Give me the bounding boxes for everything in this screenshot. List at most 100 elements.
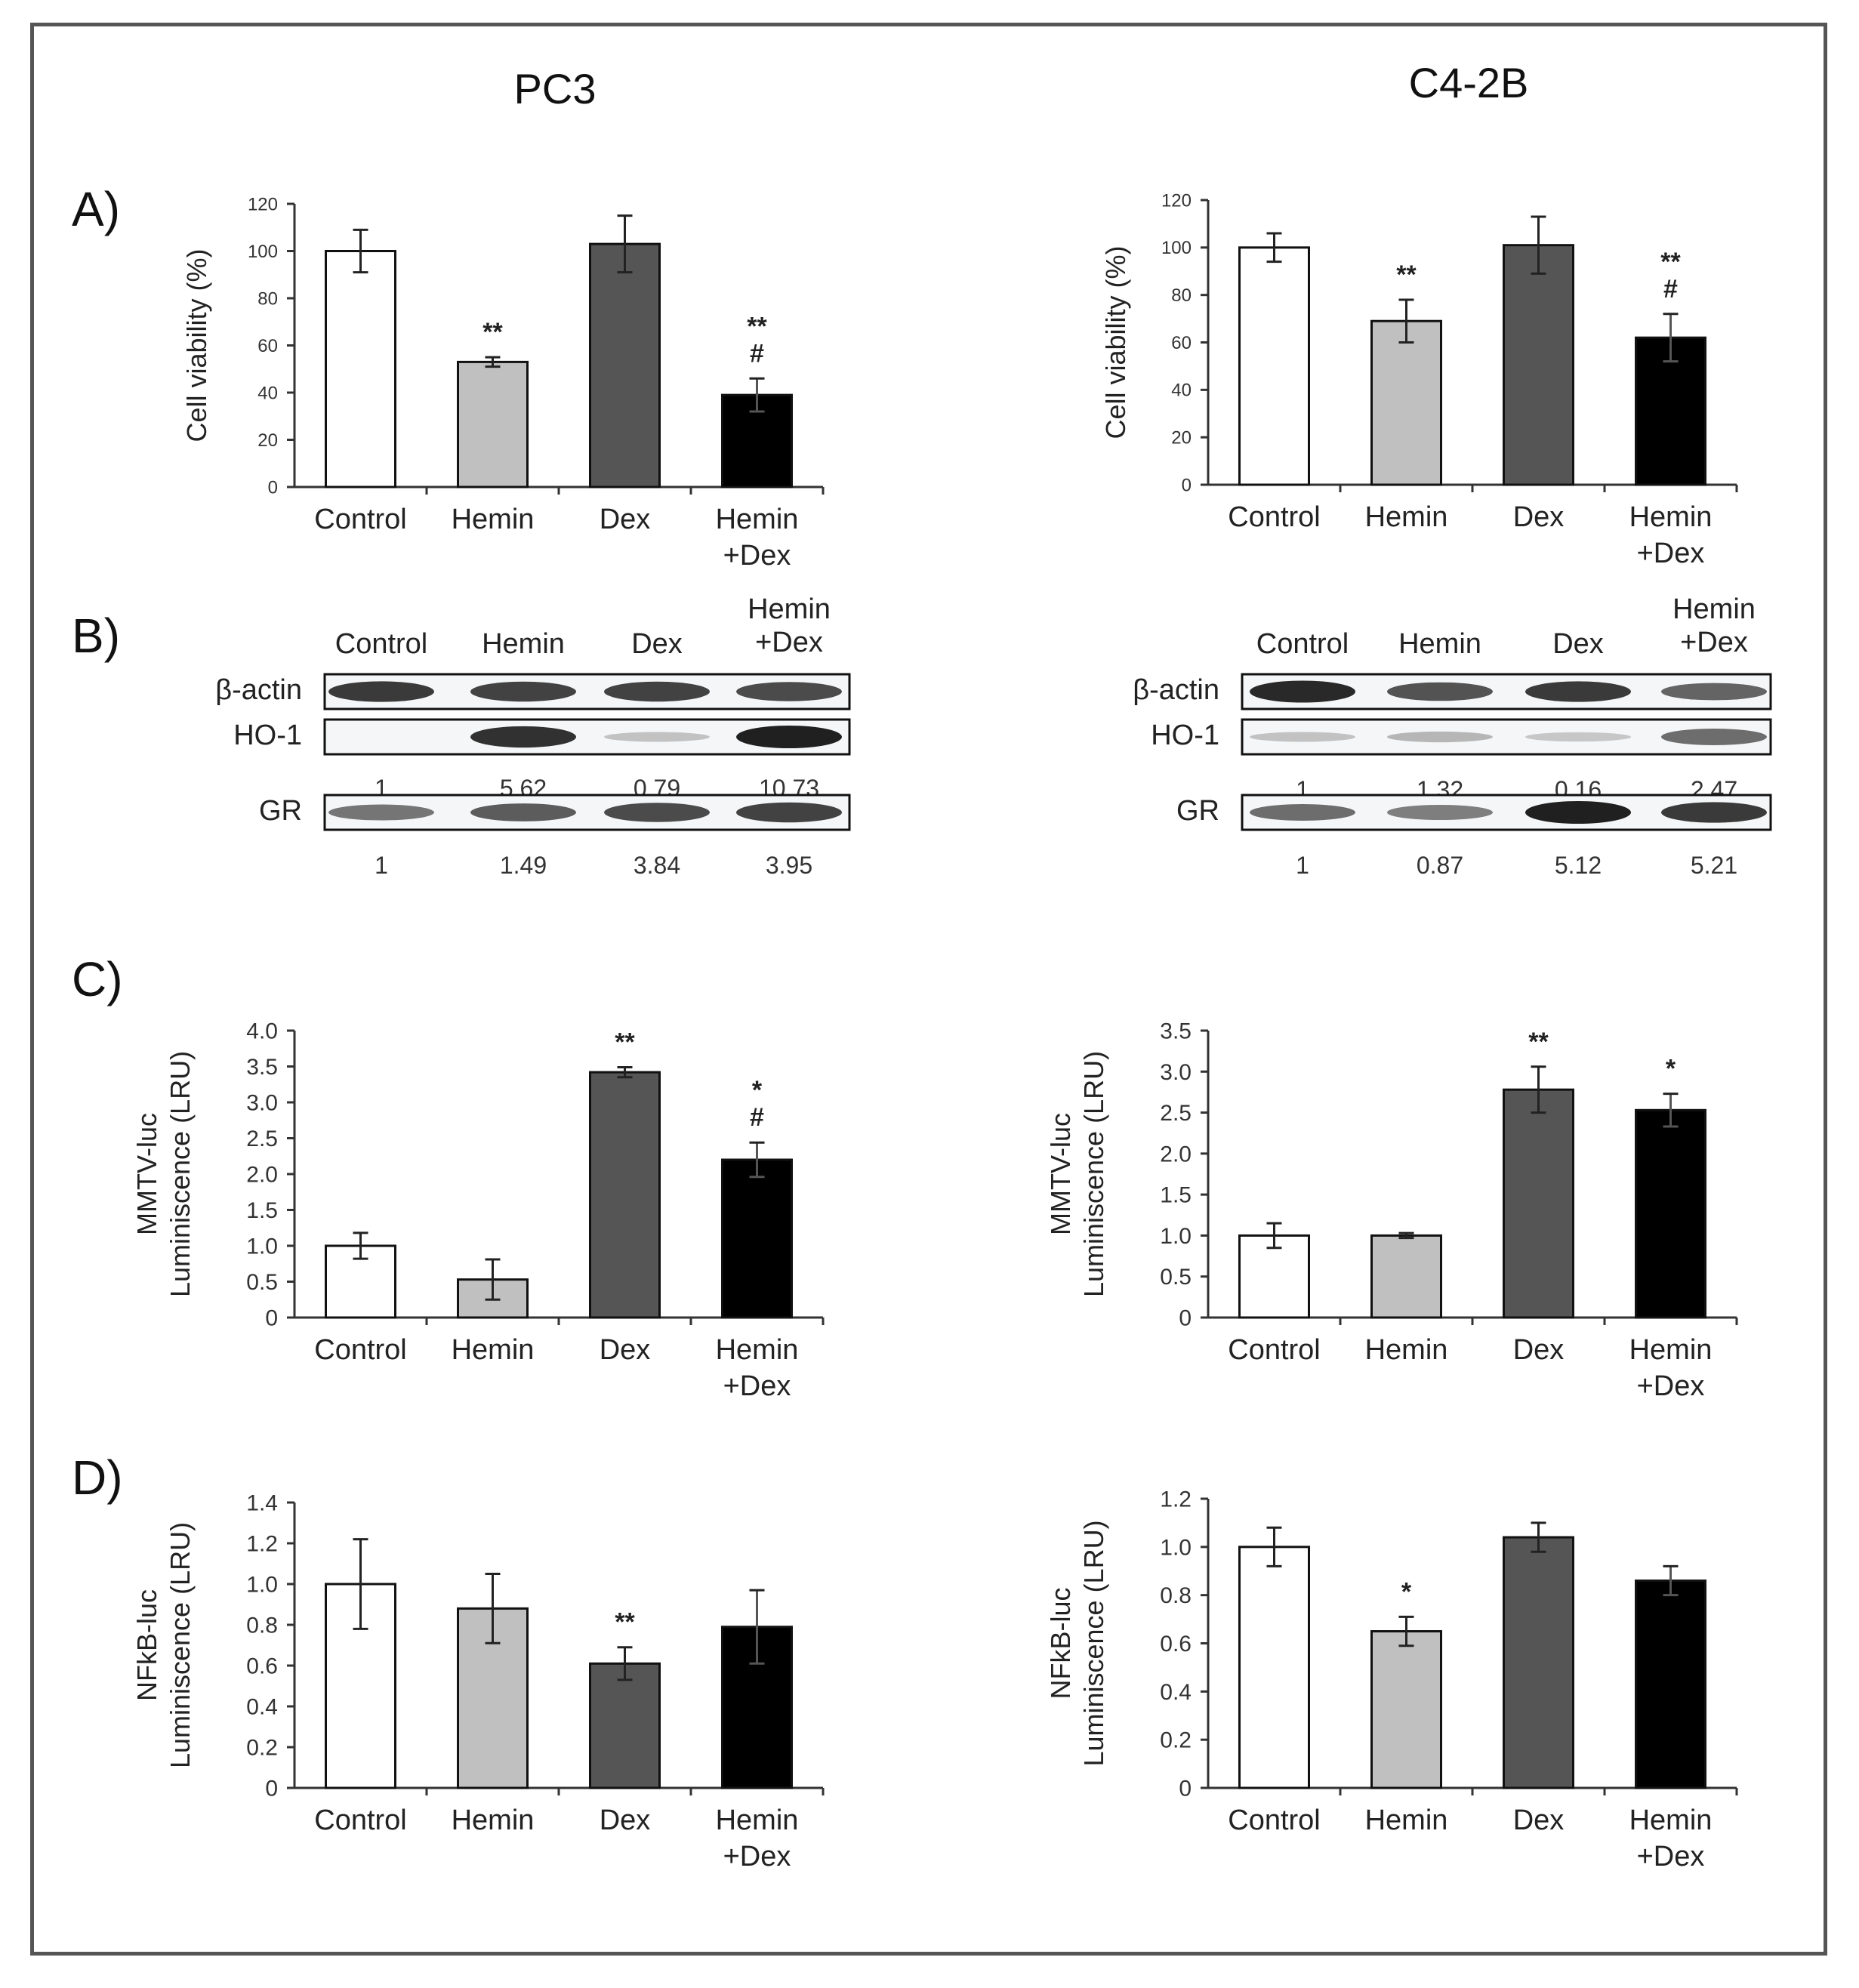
blot-band [604, 803, 710, 822]
category-label: +Dex [723, 1370, 791, 1402]
lane-header: +Dex [755, 627, 823, 658]
category-label: Hemin [1365, 1334, 1448, 1366]
y-tick-label: 40 [257, 383, 278, 403]
y-tick-label: 0.5 [246, 1270, 278, 1295]
band-quantification: 0.87 [1417, 852, 1463, 879]
y-tick-label: 120 [248, 194, 278, 214]
figure-frame: PC3 C4-2B A) B) C) D) 0 20 40 60 80 100 120 Cel… [30, 23, 1827, 1956]
y-axis-label: NFkB-lucLuminiscence (LRU) [1045, 1520, 1109, 1766]
category-label: Hemin [1629, 1805, 1713, 1836]
bar-dex [589, 242, 661, 489]
significance-mark: * [1401, 1577, 1412, 1606]
blot-band [736, 726, 842, 748]
y-tick-label: 0.8 [1160, 1583, 1192, 1608]
lane-header: Control [335, 628, 428, 660]
category-label: Control [1228, 1805, 1321, 1836]
category-label: Hemin [716, 504, 799, 535]
y-tick-label: 1.5 [1160, 1183, 1192, 1208]
bar-dex [1503, 244, 1574, 486]
category-label: Hemin [1365, 501, 1448, 533]
category-label: Hemin [1629, 501, 1713, 533]
bar-chart-a-pc3: 0 20 40 60 80 100 120 Cell viability (%) Control… [181, 194, 825, 572]
blot-band [1387, 804, 1493, 821]
blot-band [328, 804, 434, 821]
blot-band [736, 682, 842, 701]
significance-mark: ** [1660, 248, 1681, 276]
blot-band [1387, 682, 1493, 701]
y-tick-label: 100 [1161, 238, 1192, 258]
y-axis-label: Cell viability (%) [1100, 245, 1131, 439]
bar-hemin-dex [1635, 1108, 1706, 1319]
y-tick-label: 1.2 [246, 1532, 278, 1557]
bar-hemin-dex [1635, 336, 1706, 486]
blot-row-label: β-actin [1133, 674, 1219, 706]
blot-row-label: GR [1176, 795, 1219, 827]
blot-band [1661, 683, 1767, 701]
category-label: +Dex [723, 540, 791, 572]
category-label: Hemin [1365, 1805, 1448, 1836]
y-tick-label: 3.0 [246, 1091, 278, 1116]
y-axis-label: NFkB-lucLuminiscence (LRU) [131, 1522, 196, 1768]
blot-row-label: HO-1 [233, 720, 302, 751]
category-label: Control [314, 1334, 407, 1366]
bar-dex [1503, 1536, 1574, 1789]
bar-hemin [1370, 319, 1442, 486]
lane-header: Dex [631, 628, 683, 660]
lane-header: Hemin [1398, 628, 1481, 660]
y-tick-label: 2.0 [1160, 1142, 1192, 1167]
category-label: Dex [600, 504, 651, 535]
y-tick-label: 60 [257, 336, 278, 356]
y-tick-label: 1.5 [246, 1198, 278, 1223]
significance-mark: ** [747, 312, 767, 341]
significance-mark: ** [615, 1608, 635, 1637]
y-axis-label-line: Luminiscence (LRU) [1078, 1520, 1109, 1766]
bar-hemin-dex [721, 1158, 793, 1319]
significance-mark: # [1663, 275, 1678, 304]
y-tick-label: 0.4 [1160, 1680, 1192, 1705]
category-label: +Dex [723, 1841, 791, 1872]
blot-band [604, 732, 710, 742]
bar-chart-c-pc3: 0 0.5 1.0 1.5 2.0 2.5 3.0 3.5 4.0 MMTV-lucLuminis… [131, 1019, 825, 1402]
lane-header: Dex [1552, 628, 1604, 660]
y-axis-label: MMTV-lucLuminiscence (LRU) [131, 1051, 196, 1297]
y-tick-label: 2.5 [1160, 1101, 1192, 1126]
y-tick-label: 4.0 [246, 1019, 278, 1044]
y-tick-label: 0.4 [246, 1695, 278, 1720]
bar-control [1238, 246, 1310, 486]
blot-band [328, 681, 434, 702]
blot-band [1525, 681, 1631, 702]
blot-band [1661, 802, 1767, 823]
category-label: Hemin [452, 504, 535, 535]
bar-chart-a-c42b: 0 20 40 60 80 100 120 Cell viability (%) Control… [1100, 190, 1738, 569]
blot-band [1387, 731, 1493, 743]
y-tick-label: 100 [248, 242, 278, 262]
y-tick-label: 0.6 [246, 1654, 278, 1679]
y-tick-label: 20 [1171, 428, 1192, 448]
y-tick-label: 1.0 [1160, 1535, 1192, 1560]
blot-band [1525, 732, 1631, 742]
y-axis-label-line: Luminiscence (LRU) [165, 1051, 196, 1297]
significance-mark: # [750, 339, 764, 368]
bar-hemin [457, 360, 529, 489]
band-quantification: 5.21 [1691, 852, 1737, 879]
bar-control [325, 250, 396, 489]
y-axis-label-line: NFkB-luc [1045, 1587, 1076, 1699]
band-quantification: 1 [1296, 852, 1309, 879]
significance-mark: ** [1396, 260, 1417, 289]
column-title-c42b: C4-2B [1408, 59, 1529, 106]
y-tick-label: 2.5 [246, 1127, 278, 1151]
lane-header: Hemin [482, 628, 565, 660]
blot-band [604, 681, 710, 702]
y-axis-label-line: NFkB-luc [131, 1589, 162, 1701]
category-label: +Dex [1637, 538, 1705, 569]
y-tick-label: 3.0 [1160, 1060, 1192, 1085]
y-axis-label-line: MMTV-luc [1045, 1113, 1076, 1235]
y-tick-label: 1.0 [1160, 1224, 1192, 1249]
y-axis-label: MMTV-lucLuminiscence (LRU) [1045, 1051, 1109, 1297]
y-tick-label: 2.0 [246, 1163, 278, 1188]
bar-control [1238, 1234, 1310, 1319]
category-label: Control [1228, 1334, 1321, 1366]
category-label: Dex [1513, 501, 1565, 533]
y-tick-label: 0 [1179, 1777, 1192, 1802]
